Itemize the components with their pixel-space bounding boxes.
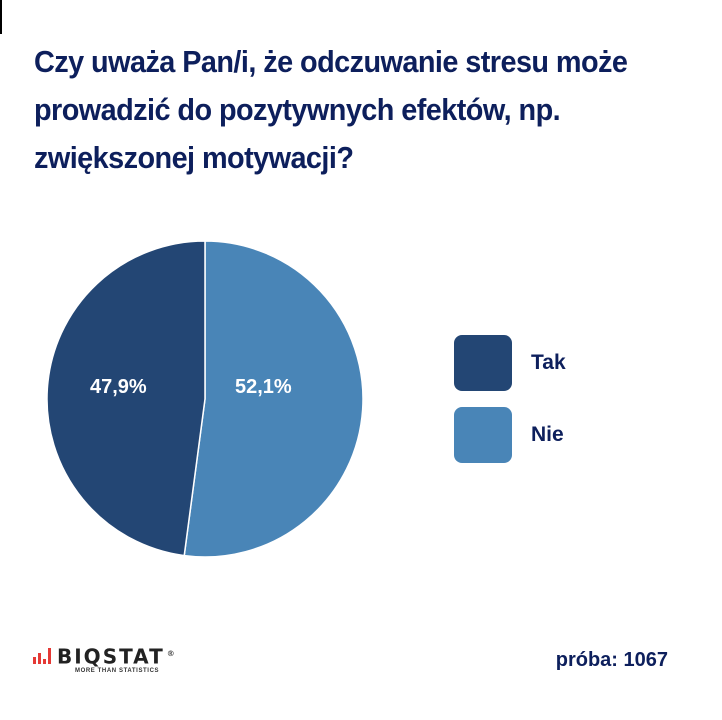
edge-mark [0,0,2,34]
logo-tagline: MORE THAN STATISTICS [75,667,160,674]
chart-title: Czy uważa Pan/i, że odczuwanie stresu mo… [34,44,628,175]
slice-label-tak: 47,9% [90,376,147,398]
legend-swatch-tak [454,335,512,391]
legend-swatch-nie [454,407,512,463]
legend: Tak Nie [454,334,566,478]
bar-chart-icon [33,646,51,664]
legend-label-tak: Tak [531,351,566,374]
sample-size: próba: 1067 [555,649,668,671]
legend-label-nie: Nie [531,423,564,446]
pie-slice-nie [183,240,364,558]
pie-chart: 47,9% 52,1% [46,240,364,558]
legend-item-tak: Tak [454,334,566,392]
logo-name: BIQSTAT ® [57,644,177,669]
pie-svg [46,240,364,558]
legend-item-nie: Nie [454,406,566,464]
pie-slice-tak [46,240,206,557]
slice-label-nie: 52,1% [235,376,292,398]
biostat-logo: BIQSTAT ® MORE THAN STATISTICS [33,643,177,674]
